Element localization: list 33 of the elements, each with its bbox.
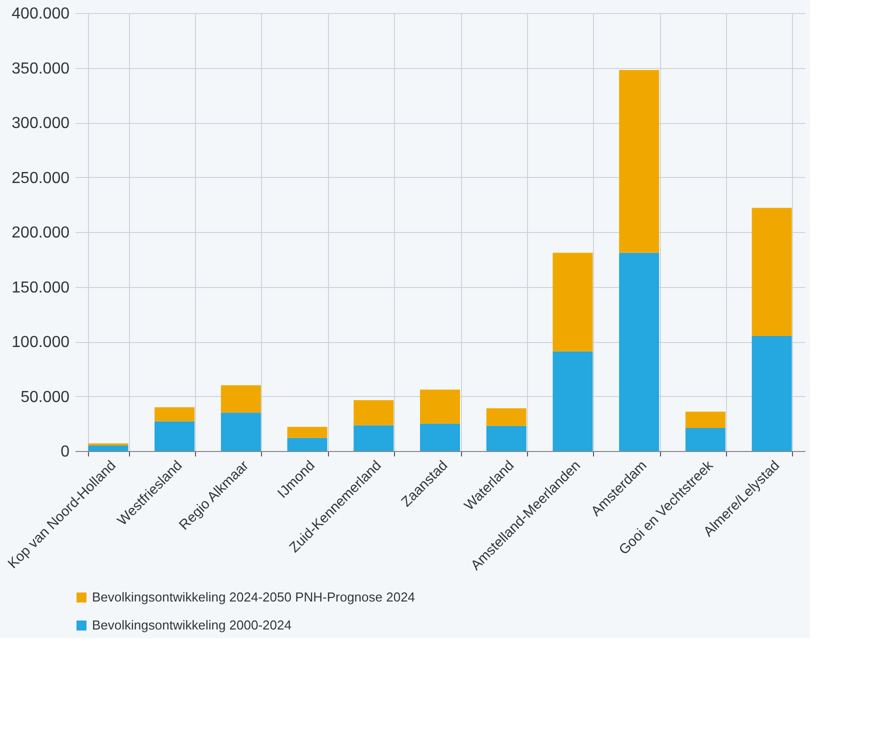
bar xyxy=(486,426,526,451)
bar xyxy=(354,425,394,451)
bar xyxy=(486,408,526,426)
bar xyxy=(685,428,726,451)
bar xyxy=(552,351,593,451)
bar xyxy=(619,252,660,451)
bar xyxy=(420,424,460,451)
y-tick-label: 250.000 xyxy=(12,170,70,187)
bar xyxy=(154,407,195,422)
y-tick-label: 400.000 xyxy=(12,6,70,22)
legend-label: Bevolkingsontwikkeling 2000-2024 xyxy=(92,618,292,632)
bar xyxy=(752,336,792,451)
y-tick-label: 350.000 xyxy=(12,60,70,78)
bar xyxy=(752,208,792,336)
bar xyxy=(220,412,261,451)
bar xyxy=(220,385,261,413)
legend-label: Bevolkingsontwikkeling 2024-2050 PNH-Prognose 2024 xyxy=(92,590,416,604)
y-tick-label: 300.000 xyxy=(12,115,70,132)
y-tick-label: 150.000 xyxy=(12,279,70,296)
y-tick-label: 200.000 xyxy=(12,224,70,242)
bar xyxy=(552,252,593,352)
bar xyxy=(88,443,128,446)
bar xyxy=(154,421,195,451)
bar xyxy=(287,438,328,451)
bar xyxy=(354,400,394,426)
bar xyxy=(88,446,128,451)
y-tick-label: 50.000 xyxy=(20,388,70,406)
y-tick-label: 100.000 xyxy=(12,334,70,351)
y-tick-label: 0 xyxy=(60,444,70,460)
bar xyxy=(287,426,328,438)
bar xyxy=(420,390,460,424)
bar xyxy=(685,412,726,428)
bar xyxy=(619,70,660,253)
